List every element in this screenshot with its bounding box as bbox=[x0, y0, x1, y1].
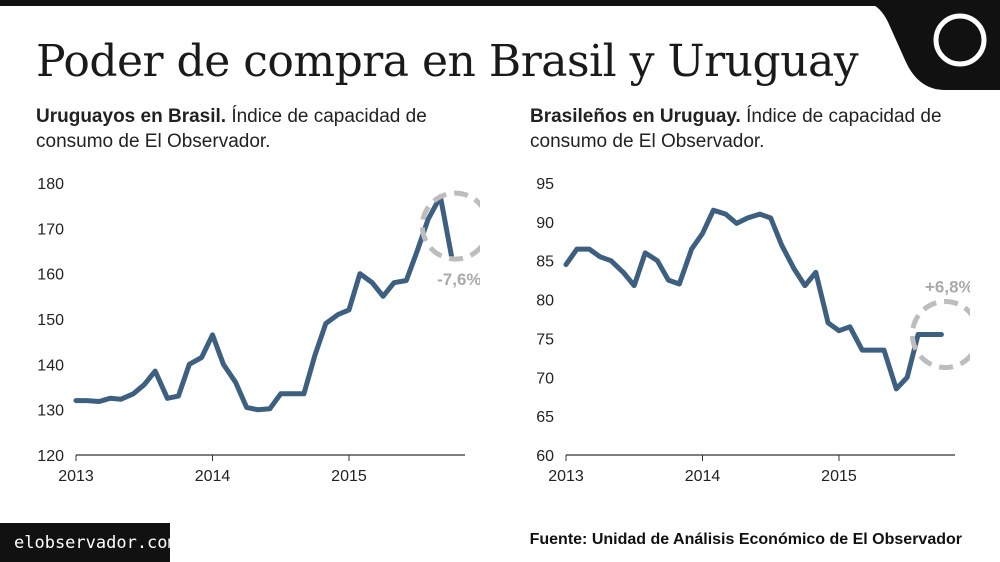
left-ytick-label: 120 bbox=[37, 448, 64, 465]
right-ytick-label: 70 bbox=[536, 370, 554, 387]
left-ytick-label: 140 bbox=[37, 357, 64, 374]
circle-logo-icon[interactable] bbox=[933, 13, 987, 67]
right-chart-subtitle: Brasileños en Uruguay. Índice de capacid… bbox=[530, 104, 950, 154]
right-ytick-label: 85 bbox=[536, 254, 554, 271]
left-series-line bbox=[73, 194, 454, 413]
left-ytick-label: 130 bbox=[37, 403, 64, 420]
right-subtitle-bold: Brasileños en Uruguay. bbox=[530, 106, 741, 127]
corner-panel bbox=[870, 0, 1000, 90]
footer-bar bbox=[0, 523, 170, 562]
footer-url-link[interactable]: elobservador.com.uy bbox=[14, 533, 209, 553]
right-ytick-label: 60 bbox=[536, 448, 554, 465]
right-chart: 60 65 70 75 80 85 90 95 2013 2014 2015 +6,8% bbox=[536, 176, 970, 485]
right-series-line bbox=[563, 207, 944, 392]
left-chart: 120 130 140 150 160 170 180 2013 2014 2015 -7,6% bbox=[37, 176, 480, 485]
left-xtick-label: 2013 bbox=[58, 468, 94, 485]
left-subtitle-bold: Uruguayos en Brasil. bbox=[36, 106, 227, 127]
right-ytick-label: 80 bbox=[536, 293, 554, 310]
right-change-highlight-circle bbox=[909, 299, 970, 371]
left-xtick-label: 2015 bbox=[331, 468, 367, 485]
right-xtick-label: 2013 bbox=[548, 468, 584, 485]
right-ytick-label: 75 bbox=[536, 331, 554, 348]
left-ytick-label: 180 bbox=[37, 176, 64, 193]
left-xtick-label: 2014 bbox=[195, 468, 231, 485]
right-change-label: +6,8% bbox=[925, 278, 970, 297]
left-ytick-label: 160 bbox=[37, 267, 64, 284]
left-ytick-label: 170 bbox=[37, 221, 64, 238]
left-ytick-label: 150 bbox=[37, 312, 64, 329]
left-subtitle-rest: Índice de capacidad de consumo de El Obs… bbox=[36, 106, 427, 152]
source-note: Fuente: Unidad de Análisis Económico de … bbox=[529, 531, 962, 548]
left-chart-subtitle: Uruguayos en Brasil. Índice de capacidad… bbox=[36, 104, 456, 154]
top-bar bbox=[0, 0, 1000, 6]
right-xtick-label: 2014 bbox=[685, 468, 721, 485]
right-xtick-label: 2015 bbox=[821, 468, 857, 485]
right-ytick-label: 95 bbox=[536, 176, 554, 193]
right-subtitle-rest: Índice de capacidad de consumo de El Obs… bbox=[530, 106, 942, 152]
page-title: Poder de compra en Brasil y Uruguay bbox=[36, 36, 859, 87]
right-ytick-label: 65 bbox=[536, 409, 554, 426]
left-change-highlight-circle bbox=[419, 190, 480, 262]
left-change-label: -7,6% bbox=[437, 270, 480, 289]
right-ytick-label: 90 bbox=[536, 215, 554, 232]
